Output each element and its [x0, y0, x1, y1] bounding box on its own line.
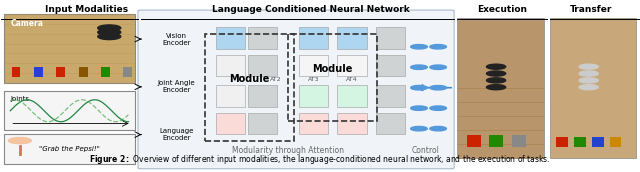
Circle shape	[579, 64, 598, 69]
Circle shape	[8, 138, 31, 144]
FancyBboxPatch shape	[337, 85, 367, 107]
Circle shape	[579, 71, 598, 76]
Bar	[556, 137, 568, 147]
Text: AT3: AT3	[308, 77, 319, 82]
Circle shape	[579, 78, 598, 83]
Bar	[489, 136, 503, 147]
Text: Language
Encoder: Language Encoder	[159, 128, 193, 141]
Circle shape	[411, 65, 428, 69]
Text: Module: Module	[312, 64, 353, 74]
FancyBboxPatch shape	[376, 28, 405, 49]
FancyBboxPatch shape	[248, 55, 277, 76]
FancyBboxPatch shape	[138, 10, 454, 169]
Bar	[101, 67, 110, 77]
Bar	[511, 136, 525, 147]
FancyBboxPatch shape	[248, 28, 277, 49]
Text: Modularity through Attention: Modularity through Attention	[232, 146, 344, 155]
Text: Module: Module	[230, 74, 270, 84]
Circle shape	[579, 85, 598, 90]
Circle shape	[486, 78, 506, 83]
Circle shape	[430, 85, 447, 90]
Text: AT2: AT2	[269, 77, 281, 82]
Circle shape	[411, 126, 428, 131]
FancyBboxPatch shape	[216, 113, 245, 134]
Circle shape	[430, 45, 447, 49]
Text: Control: Control	[412, 146, 439, 155]
Circle shape	[411, 85, 428, 90]
Circle shape	[486, 85, 506, 90]
Circle shape	[411, 106, 428, 110]
Circle shape	[430, 126, 447, 131]
Text: "Grab the Pepsi!": "Grab the Pepsi!"	[39, 146, 100, 152]
FancyBboxPatch shape	[248, 113, 277, 134]
FancyBboxPatch shape	[4, 91, 135, 130]
Text: Vision
Encoder: Vision Encoder	[162, 33, 191, 46]
FancyBboxPatch shape	[299, 55, 328, 76]
FancyBboxPatch shape	[458, 18, 543, 158]
FancyBboxPatch shape	[337, 55, 367, 76]
Text: Language Conditioned Neural Network: Language Conditioned Neural Network	[212, 5, 410, 14]
Bar	[610, 137, 621, 147]
Text: Execution: Execution	[477, 5, 527, 14]
Bar	[56, 67, 65, 77]
Circle shape	[430, 65, 447, 69]
FancyBboxPatch shape	[376, 113, 405, 134]
FancyBboxPatch shape	[337, 28, 367, 49]
FancyBboxPatch shape	[376, 85, 405, 107]
Bar	[79, 67, 88, 77]
Circle shape	[98, 29, 121, 35]
FancyBboxPatch shape	[299, 28, 328, 49]
FancyBboxPatch shape	[4, 134, 135, 164]
FancyBboxPatch shape	[550, 18, 636, 158]
Bar	[592, 137, 604, 147]
FancyBboxPatch shape	[299, 85, 328, 107]
Circle shape	[486, 71, 506, 76]
Bar	[574, 137, 586, 147]
FancyBboxPatch shape	[299, 113, 328, 134]
Bar	[124, 67, 132, 77]
Text: Camera: Camera	[10, 19, 44, 28]
FancyBboxPatch shape	[141, 65, 211, 109]
Text: Input Modalities: Input Modalities	[45, 5, 129, 14]
Text: Joints: Joints	[10, 96, 29, 102]
Bar	[467, 136, 481, 147]
FancyBboxPatch shape	[216, 28, 245, 49]
FancyBboxPatch shape	[248, 85, 277, 107]
FancyBboxPatch shape	[141, 17, 211, 61]
Bar	[12, 67, 20, 77]
FancyBboxPatch shape	[337, 113, 367, 134]
Text: Transfer: Transfer	[570, 5, 612, 14]
FancyBboxPatch shape	[376, 55, 405, 76]
Circle shape	[98, 33, 121, 40]
Circle shape	[98, 25, 121, 31]
Text: $\mathbf{Figure\ 2:}$ Overview of different input modalities, the language-condi: $\mathbf{Figure\ 2:}$ Overview of differ…	[89, 153, 551, 166]
Circle shape	[430, 106, 447, 110]
FancyBboxPatch shape	[4, 14, 135, 83]
Bar	[34, 67, 43, 77]
Circle shape	[486, 64, 506, 69]
Circle shape	[411, 45, 428, 49]
FancyBboxPatch shape	[216, 85, 245, 107]
FancyBboxPatch shape	[216, 55, 245, 76]
Text: AT4: AT4	[346, 77, 358, 82]
Text: Joint Angle
Encoder: Joint Angle Encoder	[157, 80, 195, 93]
FancyBboxPatch shape	[141, 112, 211, 157]
